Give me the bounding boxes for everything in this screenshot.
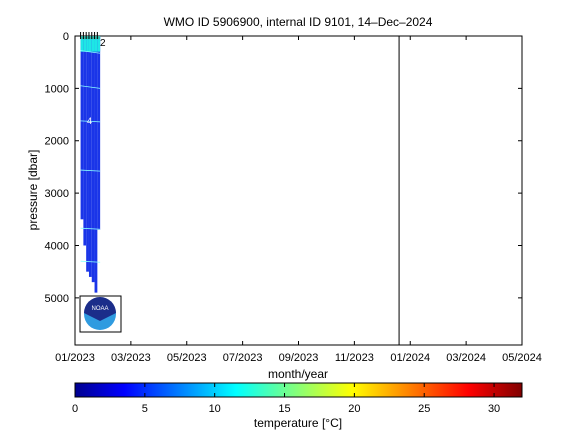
colorbar-tick-label: 20	[348, 403, 360, 415]
y-axis-label: pressure [dbar]	[26, 150, 40, 231]
surface-band	[83, 36, 87, 40]
surface-band	[97, 36, 101, 40]
surface-layer	[91, 36, 95, 52]
contour-line	[80, 260, 101, 263]
y-tick-label: 3000	[45, 188, 69, 200]
surface-layer	[86, 36, 89, 52]
contour-label: 4	[87, 116, 92, 126]
surface-layer	[80, 36, 84, 52]
colorbar-tick-label: 30	[488, 403, 500, 415]
x-axis-label: month/year	[268, 367, 328, 381]
profile-data-layer	[80, 36, 101, 293]
contour-label: 2	[100, 38, 106, 49]
surface-layer	[83, 36, 87, 52]
profile-column	[97, 36, 101, 230]
logo-text: NOAA	[91, 306, 108, 312]
x-tick-label: 03/2024	[446, 352, 486, 364]
surface-band	[91, 36, 95, 40]
x-tick-label: 01/2024	[390, 352, 430, 364]
y-tick-label: 2000	[45, 136, 69, 148]
noaa-logo: NOAA	[79, 295, 122, 333]
y-tick-label: 5000	[45, 293, 69, 305]
y-tick-label: 1000	[45, 83, 69, 95]
y-axis: 0 1000 2000 3000 4000 5000	[45, 31, 522, 305]
colorbar-ticks: 0 5 10 15 20 25 30	[72, 383, 500, 415]
profile-column	[86, 36, 89, 272]
profile-column	[80, 36, 84, 220]
surface-band	[88, 36, 92, 40]
contour-line	[80, 227, 101, 230]
y-tick-label: 0	[63, 31, 69, 43]
x-tick-label: 11/2023	[335, 352, 374, 364]
colorbar-tick-label: 25	[418, 403, 430, 415]
contour-line	[80, 50, 101, 54]
plot-frame	[74, 35, 523, 346]
surface-band	[86, 36, 89, 40]
surface-layer	[88, 36, 92, 52]
surface-layer	[94, 36, 98, 52]
x-tick-label: 03/2023	[111, 352, 151, 364]
colorbar-tick-label: 0	[72, 403, 78, 415]
surface-band	[80, 36, 84, 40]
x-axis: 01/2023 03/2023 05/2023 07/2023 09/2023 11/20…	[55, 32, 542, 364]
chart-title: WMO ID 5906900, internal ID 9101, 14–Dec…	[164, 15, 433, 29]
colorbar-tick-label: 15	[278, 403, 290, 415]
x-tick-label: 05/2023	[167, 352, 207, 364]
profile-column	[88, 36, 92, 277]
contour-line	[80, 169, 101, 172]
contour-line	[80, 120, 101, 123]
profile-column	[94, 36, 98, 293]
colorbar-tick-label: 5	[142, 403, 148, 415]
surface-layer	[97, 36, 101, 52]
y-tick-label: 4000	[45, 240, 69, 252]
x-tick-label: 05/2024	[502, 352, 542, 364]
x-tick-label: 07/2023	[223, 352, 263, 364]
colorbar-label: temperature [°C]	[254, 416, 342, 430]
colorbar	[74, 382, 523, 398]
x-tick-label: 09/2023	[279, 352, 319, 364]
contour-labels: 2 4	[87, 38, 106, 126]
profile-column	[83, 36, 87, 246]
colorbar-tick-label: 10	[209, 403, 221, 415]
x-tick-label: 01/2023	[55, 352, 95, 364]
contour-line	[80, 85, 101, 89]
profile-column	[91, 36, 95, 283]
surface-band	[94, 36, 98, 40]
